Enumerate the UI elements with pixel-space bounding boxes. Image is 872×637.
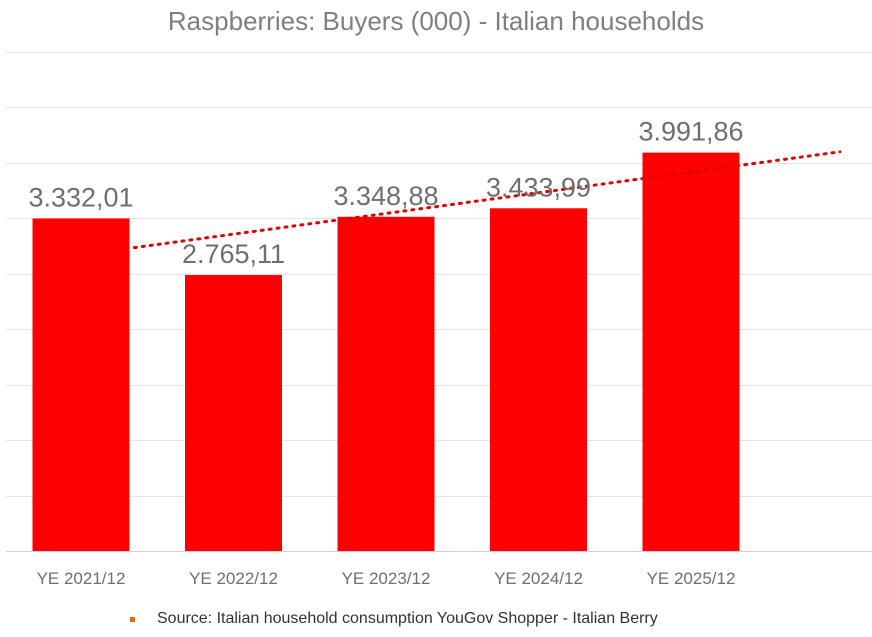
x-tick-label: YE 2022/12 <box>189 569 278 588</box>
gridlines <box>6 52 872 552</box>
data-label: 3.348,88 <box>333 181 438 211</box>
source-note: Source: Italian household consumption Yo… <box>130 610 658 628</box>
data-label: 2.765,11 <box>182 239 285 269</box>
x-tick-label: YE 2021/12 <box>37 569 126 588</box>
source-text: Source: Italian household consumption Yo… <box>157 610 658 627</box>
trendline-path <box>132 150 842 250</box>
trendline <box>132 150 842 250</box>
x-tick-label: YE 2025/12 <box>647 569 736 588</box>
bar <box>337 216 435 551</box>
bar <box>185 275 282 551</box>
bar <box>490 208 587 552</box>
x-tick-label: YE 2024/12 <box>494 569 583 588</box>
bar <box>642 152 740 551</box>
value-labels: 3.332,01 2.765,11 3.348,88 3.433,99 3.991,86 <box>28 117 743 269</box>
source-bullet-icon <box>130 616 135 622</box>
x-tick-label: YE 2023/12 <box>342 569 431 588</box>
bars <box>32 152 740 552</box>
x-axis-ticks: YE 2021/12 YE 2022/12 YE 2023/12 YE 2024/12… <box>37 569 736 588</box>
chart-title: Raspberries: Buyers (000) - Italian hous… <box>167 6 705 36</box>
data-label: 3.433,99 <box>486 172 591 202</box>
data-label: 3.991,86 <box>638 117 743 147</box>
data-label: 3.332,01 <box>28 182 133 212</box>
bar <box>32 218 130 552</box>
